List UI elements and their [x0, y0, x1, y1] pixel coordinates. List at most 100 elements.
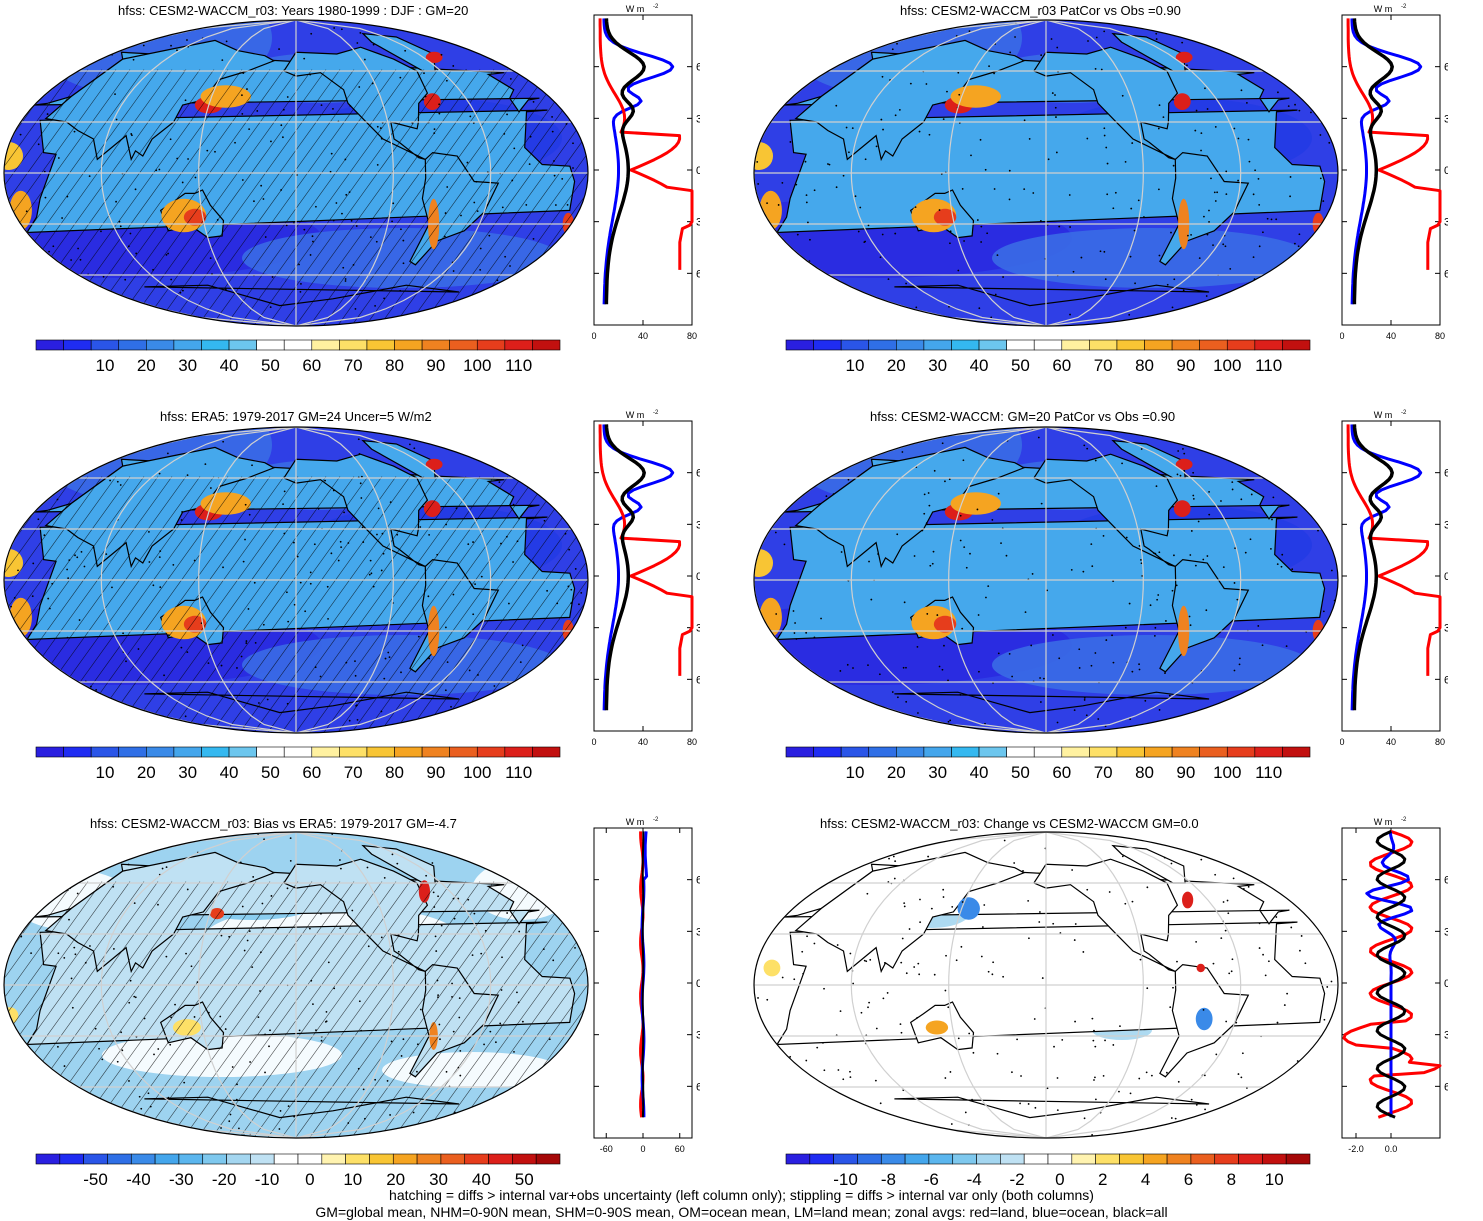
colorbar-svg: 10 20 30 40 50 60 70 80 90 100 110	[35, 746, 561, 782]
x-tick-label: 0	[1340, 737, 1345, 747]
colorbar-swatch	[1254, 339, 1283, 351]
ocean-zonal-line	[1365, 831, 1414, 1118]
colorbar-swatch	[813, 746, 842, 758]
all-zonal-line	[604, 18, 646, 305]
colorbar-swatch	[201, 746, 230, 758]
colorbar-swatch	[840, 746, 870, 758]
map-svg	[3, 831, 589, 1139]
colorbar: -10 -8 -6 -4 -2 0 2 4 6 8 10	[784, 1152, 1314, 1192]
x-tick-label: 0	[592, 737, 597, 747]
colorbar-swatch	[173, 339, 202, 351]
colorbar-swatch	[63, 339, 92, 351]
colorbar-swatch	[868, 746, 897, 758]
colorbar-swatch	[857, 1153, 882, 1165]
colorbar-swatch	[449, 339, 478, 351]
x-tick-label: 0.0	[1385, 1144, 1398, 1154]
lat-tick-label: 60N	[696, 468, 700, 480]
map	[752, 830, 1340, 1140]
colorbar-label: 30	[178, 763, 197, 782]
colorbar-label: -40	[126, 1170, 151, 1189]
lat-tick-label: 30S	[1444, 623, 1448, 635]
zonal-profile: W m -2 60N 30N 0 30S 60S 0 40 80	[591, 3, 716, 348]
colorbar-swatch	[464, 1153, 489, 1165]
colorbar-swatch	[1061, 746, 1090, 758]
colorbar-swatch	[896, 746, 925, 758]
colorbar-swatch	[868, 339, 897, 351]
colorbar-swatch	[532, 746, 561, 758]
colorbar-label: 10	[343, 1170, 362, 1189]
colorbar-swatch	[923, 746, 952, 758]
colorbar-label: -10	[833, 1170, 858, 1189]
colorbar-swatch	[952, 1153, 977, 1165]
colorbar-swatch	[1199, 339, 1228, 351]
colorbar-swatch	[83, 1153, 108, 1165]
colorbar-swatch	[923, 339, 952, 351]
colorbar-swatch	[1006, 339, 1035, 351]
lat-tick-label: 30S	[696, 1030, 700, 1042]
colorbar-label: 70	[1094, 356, 1113, 375]
profile-svg: W m -2 60N 30N 0 30S 60S 0 40 80	[591, 410, 716, 747]
colorbar-label: 40	[970, 356, 989, 375]
x-tick-label: 40	[1386, 331, 1396, 341]
colorbar-swatch	[366, 746, 395, 758]
colorbar-swatch	[130, 1153, 156, 1165]
lat-tick-label: 0	[1444, 165, 1448, 177]
map-svg	[753, 831, 1339, 1139]
all-zonal-line	[1375, 830, 1407, 1119]
colorbar-label: 110	[505, 356, 532, 375]
colorbar-swatch	[311, 339, 340, 351]
colorbar-swatch	[369, 1153, 394, 1165]
panel-title: hfss: CESM2-WACCM: GM=20 PatCor vs Obs =…	[870, 409, 1176, 424]
colorbar-label: 100	[1213, 356, 1241, 375]
colorbar-swatch	[321, 1153, 346, 1165]
colorbar-swatch	[785, 1153, 811, 1165]
map	[752, 425, 1340, 735]
x-tick-label: 80	[1435, 331, 1445, 341]
profile-unit-label: W m	[1374, 4, 1393, 14]
zonal-profile: W m -2 60N 30N 0 30S 60S 0 40 80	[1339, 3, 1464, 348]
colorbar-label: -8	[881, 1170, 896, 1189]
lat-tick-label: 60N	[696, 62, 700, 74]
colorbar-swatch	[90, 746, 120, 758]
colorbar-swatch	[978, 339, 1007, 351]
panel-title: hfss: CESM2-WACCM_r03: Change vs CESM2-W…	[820, 816, 1199, 831]
x-tick-label: 0	[640, 1144, 645, 1154]
colorbar-label: 60	[1052, 356, 1071, 375]
colorbar-swatch	[1089, 746, 1118, 758]
colorbar-label: 100	[1213, 763, 1241, 782]
colorbar-label: 40	[970, 763, 989, 782]
colorbar-label: 4	[1141, 1170, 1150, 1189]
lat-tick-label: 0	[1444, 978, 1448, 990]
colorbar-swatch	[283, 746, 313, 758]
colorbar-swatch	[1047, 1153, 1073, 1165]
all-zonal-line	[641, 831, 645, 1118]
colorbar-label: 110	[1255, 356, 1282, 375]
land-zonal-line	[1342, 829, 1442, 1119]
panel-title: hfss: CESM2-WACCM_r03 PatCor vs Obs =0.9…	[900, 3, 1181, 18]
colorbar-swatch	[394, 746, 423, 758]
colorbar-label: 30	[429, 1170, 448, 1189]
colorbar-swatch	[1023, 1153, 1049, 1165]
colorbar-label: 10	[845, 356, 864, 375]
colorbar-swatch	[1262, 1153, 1287, 1165]
all-zonal-line	[604, 424, 646, 711]
colorbar-swatch	[1238, 1153, 1263, 1165]
lat-tick-label: 60N	[1444, 875, 1448, 887]
colorbar-label: 60	[302, 356, 321, 375]
ocean-zonal-line	[1350, 18, 1423, 305]
footer-line-2: GM=global mean, NHM=0-90N mean, SHM=0-90…	[315, 1204, 1168, 1220]
profile-unit-superscript: -2	[1401, 4, 1407, 10]
colorbar-label: 20	[887, 356, 906, 375]
x-tick-label: 0	[592, 331, 597, 341]
map	[2, 425, 590, 735]
lat-tick-label: 30S	[696, 623, 700, 635]
colorbar-swatch	[951, 746, 980, 758]
colorbar-swatch	[90, 339, 120, 351]
lat-tick-label: 60S	[696, 674, 700, 686]
panel-title: hfss: ERA5: 1979-2017 GM=24 Uncer=5 W/m2	[160, 409, 432, 424]
colorbar-swatch	[1171, 339, 1200, 351]
lat-tick-label: 60S	[1444, 1081, 1448, 1093]
lat-tick-label: 60N	[696, 875, 700, 887]
colorbar-label: 70	[344, 763, 363, 782]
colorbar-swatch	[63, 746, 92, 758]
